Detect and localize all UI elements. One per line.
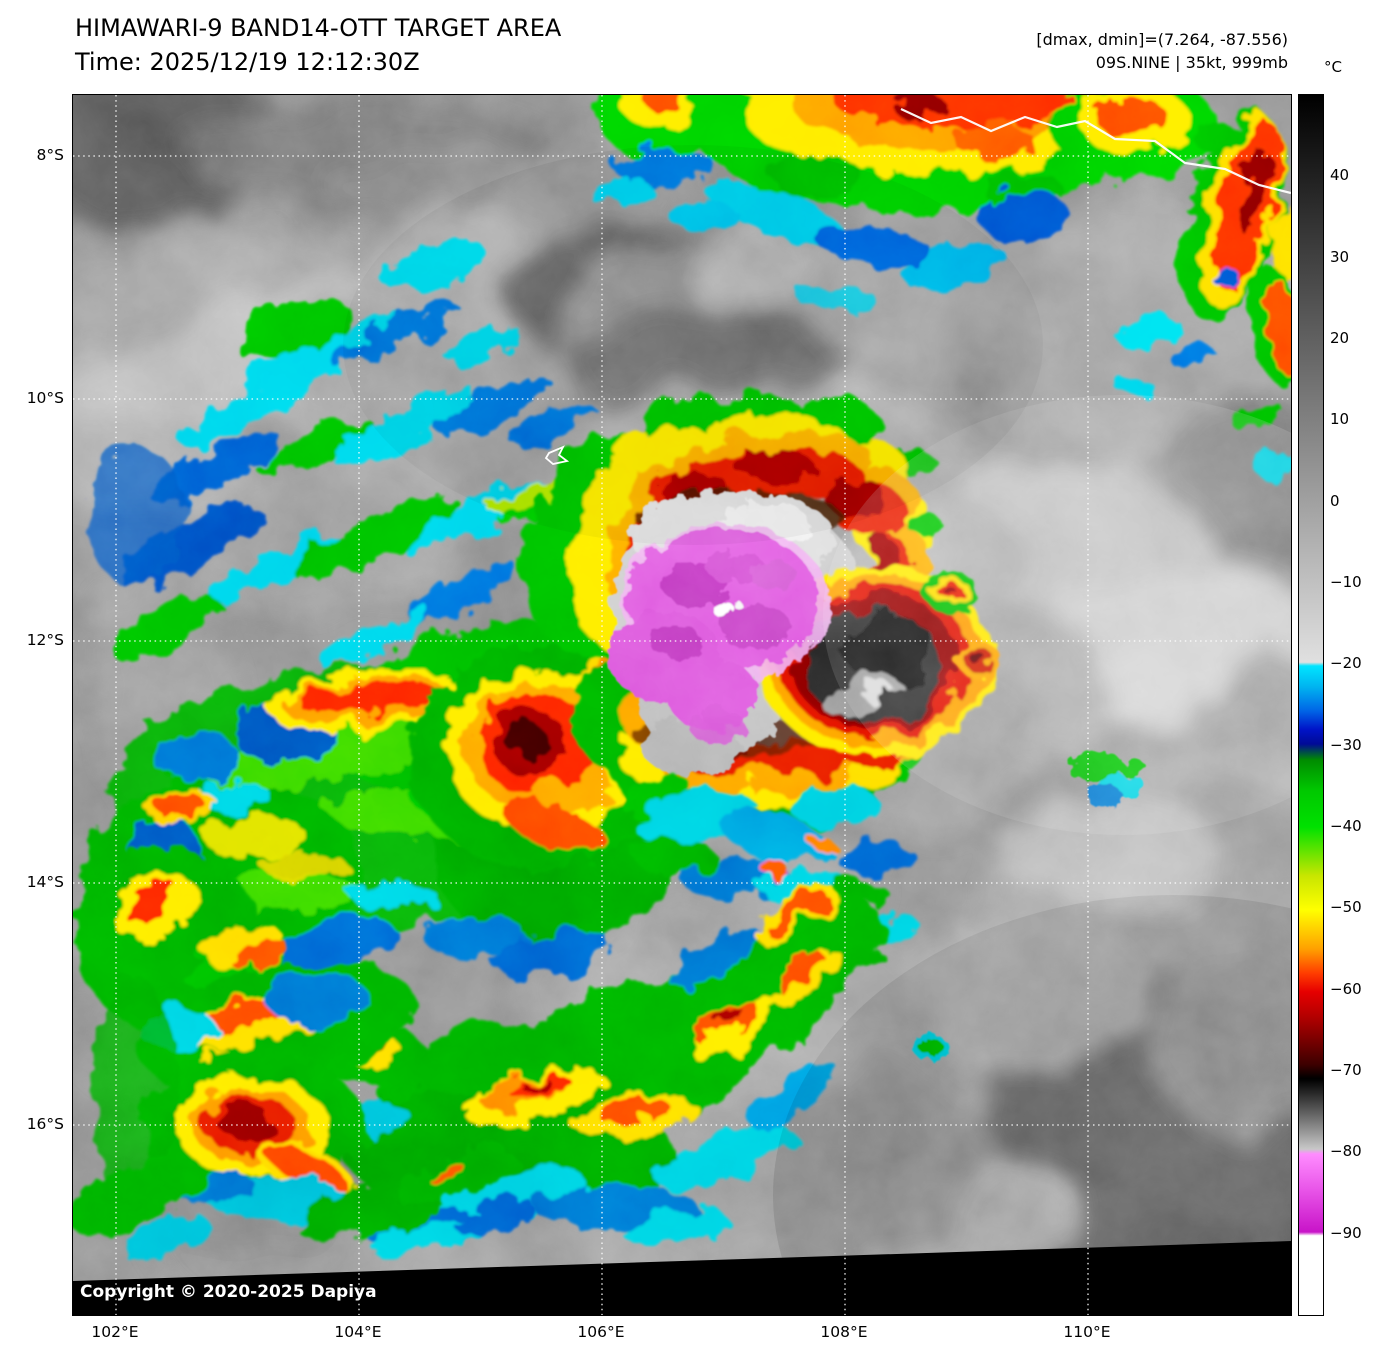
colorbar-tick: −20	[1330, 654, 1362, 672]
time-label: Time: 2025/12/19 12:12:30Z	[75, 48, 420, 76]
lat-axis-label: 16°S	[26, 1115, 64, 1133]
copyright-label: Copyright © 2020-2025 Dapiya	[80, 1282, 377, 1302]
scan-edge-mask	[73, 1241, 1291, 1315]
coastline	[900, 108, 1291, 195]
colorbar-tick: −90	[1330, 1224, 1362, 1242]
colorbar-gradient	[1299, 95, 1323, 1315]
colorbar-tick: 30	[1330, 248, 1350, 266]
lon-axis-label: 108°E	[820, 1323, 868, 1341]
texture-overlays	[73, 95, 1291, 1315]
colorbar-tick: −60	[1330, 980, 1362, 998]
colorbar-unit-label: °C	[1324, 58, 1342, 76]
lat-axis-label: 8°S	[36, 146, 64, 164]
lon-axis-label: 102°E	[91, 1323, 139, 1341]
colorbar-tick: −80	[1330, 1142, 1362, 1160]
colorbar-tick: −30	[1330, 736, 1362, 754]
dmax-dmin-label: [dmax, dmin]=(7.264, -87.556)	[1036, 30, 1288, 49]
map-plot-area	[72, 94, 1292, 1316]
lat-axis-label: 12°S	[26, 631, 64, 649]
colorbar	[1298, 94, 1324, 1316]
storm-info-label: 09S.NINE | 35kt, 999mb	[1095, 53, 1288, 72]
lon-axis-label: 104°E	[334, 1323, 382, 1341]
satellite-map	[73, 95, 1291, 1315]
colorbar-tick: −50	[1330, 898, 1362, 916]
header-right-block: [dmax, dmin]=(7.264, -87.556) 09S.NINE |…	[1036, 28, 1288, 74]
colorbar-tick: 40	[1330, 166, 1350, 184]
lat-axis-label: 14°S	[26, 873, 64, 891]
colorbar-tick: 10	[1330, 410, 1350, 428]
colorbar-tick: 0	[1330, 492, 1340, 510]
colorbar-tick: 20	[1330, 329, 1350, 347]
lat-axis-label: 10°S	[26, 389, 64, 407]
lon-axis-label: 106°E	[577, 1323, 625, 1341]
colorbar-tick: −40	[1330, 817, 1362, 835]
page-title: HIMAWARI-9 BAND14-OTT TARGET AREA	[75, 14, 562, 42]
lon-axis-label: 110°E	[1063, 1323, 1111, 1341]
colorbar-tick: −10	[1330, 573, 1362, 591]
colorbar-tick: −70	[1330, 1061, 1362, 1079]
gridlines	[73, 95, 1291, 1315]
island-outline	[544, 445, 570, 465]
